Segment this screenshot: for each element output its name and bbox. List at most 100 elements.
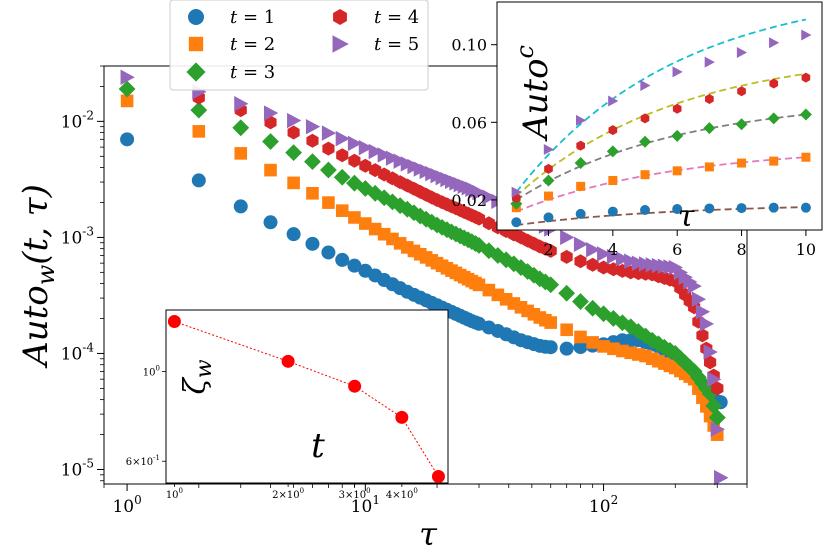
- auto-c-point: [799, 108, 812, 121]
- main-point: [377, 147, 392, 163]
- auto-c-series-3: [510, 108, 812, 210]
- main-point: [322, 196, 335, 209]
- legend-entry-1: t = 1: [188, 7, 275, 28]
- main-point: [287, 112, 302, 129]
- auto-c-point: [672, 103, 682, 114]
- main-point: [232, 119, 250, 137]
- auto-c-point: [672, 166, 682, 176]
- main-point: [695, 304, 711, 320]
- legend-box: [169, 0, 429, 91]
- legend-entry-2: t = 2: [188, 34, 275, 55]
- main-point: [359, 217, 372, 230]
- zeta-x-tick-label-0: 100: [166, 487, 183, 501]
- main-point: [560, 323, 573, 337]
- main-point: [120, 69, 135, 85]
- main-series-5: [120, 69, 729, 486]
- main-point: [348, 153, 361, 168]
- auto-c-point: [575, 114, 587, 126]
- main-point: [285, 144, 303, 161]
- main-point: [191, 173, 206, 188]
- auto-c-point: [608, 176, 618, 186]
- main-point: [472, 211, 486, 226]
- auto-c-point: [801, 152, 811, 162]
- main-axis-ticks: 100 101 102 10-5 10-4 10-3 10-2: [61, 65, 748, 517]
- auto-c-y-tick-label-1: 0.06: [451, 113, 487, 132]
- auto-c-point: [672, 204, 683, 215]
- main-point: [558, 284, 576, 302]
- auto-c-label-base: Auto: [516, 58, 556, 142]
- main-point: [356, 180, 374, 197]
- zeta-x-tick-label-2: 3×100: [339, 487, 371, 501]
- main-point: [286, 227, 301, 242]
- auto-c-point: [735, 118, 748, 131]
- legend: t = 1 t = 2 t = 3 t = 4 t = 5: [169, 0, 429, 91]
- main-point: [263, 105, 279, 121]
- main-point: [597, 260, 610, 275]
- zeta-line: [174, 321, 439, 477]
- legend-marker-2: [188, 36, 204, 52]
- zeta-x-tick-label-1: 2×100: [272, 487, 304, 501]
- auto-c-point: [608, 95, 619, 107]
- auto-c-point: [736, 203, 747, 214]
- main-point: [707, 371, 722, 387]
- zeta-inset: 100 2×100 3×100 4×100 6×10-1 100 t ζw: [126, 309, 449, 501]
- auto-c-point: [542, 174, 555, 187]
- main-point: [703, 344, 718, 360]
- main-x-tick-label-1: 101: [351, 493, 380, 517]
- main-y-tick-label-1: 10-4: [61, 340, 95, 364]
- main-point: [306, 133, 319, 148]
- auto-c-point: [800, 202, 811, 213]
- main-point: [597, 340, 610, 353]
- zeta-point: [348, 379, 362, 393]
- auto-c-x-tick-label-4: 10: [796, 240, 816, 259]
- auto-c-point: [769, 37, 780, 49]
- legend-marker-4: [333, 9, 347, 25]
- auto-c-point: [607, 206, 618, 217]
- auto-c-series-1: [511, 202, 811, 228]
- main-y-tick-label-0: 10-5: [61, 457, 94, 481]
- auto-c-point: [543, 212, 554, 223]
- auto-c-label-sup: c: [511, 45, 539, 58]
- auto-c-series-5: [511, 29, 812, 198]
- auto-c-point: [640, 205, 651, 216]
- auto-c-fit-1: [516, 206, 806, 227]
- main-point: [336, 148, 349, 163]
- main-point: [306, 186, 319, 200]
- auto-c-x-tick-label-2: 6: [672, 240, 682, 259]
- main-point: [560, 229, 575, 246]
- main-point: [359, 158, 372, 173]
- auto-c-point: [704, 203, 715, 214]
- auto-c-point: [768, 202, 779, 213]
- auto-c-point: [511, 186, 522, 198]
- main-point: [287, 125, 300, 140]
- auto-c-fit-curves: [515, 18, 807, 227]
- auto-c-fit-3: [515, 113, 807, 201]
- zeta-point: [431, 469, 445, 483]
- zeta-y-tick-label-0: 6×10-1: [126, 454, 160, 468]
- zeta-inset-ticks: 100 2×100 3×100 4×100 6×10-1 100: [126, 365, 418, 501]
- main-point: [472, 278, 486, 292]
- auto-c-point: [769, 78, 779, 89]
- zeta-inset-y-label: ζw: [178, 359, 217, 394]
- main-point: [525, 266, 543, 284]
- main-point: [543, 340, 558, 355]
- auto-c-point: [704, 162, 714, 172]
- legend-marker-5: [332, 35, 349, 53]
- zeta-label-base: ζ: [178, 377, 213, 395]
- auto-c-point: [606, 145, 619, 158]
- zeta-inset-data: [167, 314, 445, 483]
- main-point: [704, 355, 717, 370]
- main-point: [348, 211, 361, 224]
- main-y-tick-label-2: 10-3: [61, 224, 94, 248]
- main-point: [393, 153, 408, 169]
- main-point: [385, 150, 401, 166]
- main-point: [233, 199, 248, 214]
- main-y-label-base: Auto: [16, 285, 56, 369]
- auto-c-inset: 2 4 6 8 10 0.02 0.06 0.10 τ Autoc: [451, 1, 823, 259]
- auto-c-point: [737, 158, 747, 168]
- auto-c-point: [640, 170, 650, 180]
- main-point: [597, 246, 612, 262]
- main-x-axis-label: τ: [419, 515, 438, 553]
- auto-c-y-tick-label-0: 0.02: [451, 191, 487, 210]
